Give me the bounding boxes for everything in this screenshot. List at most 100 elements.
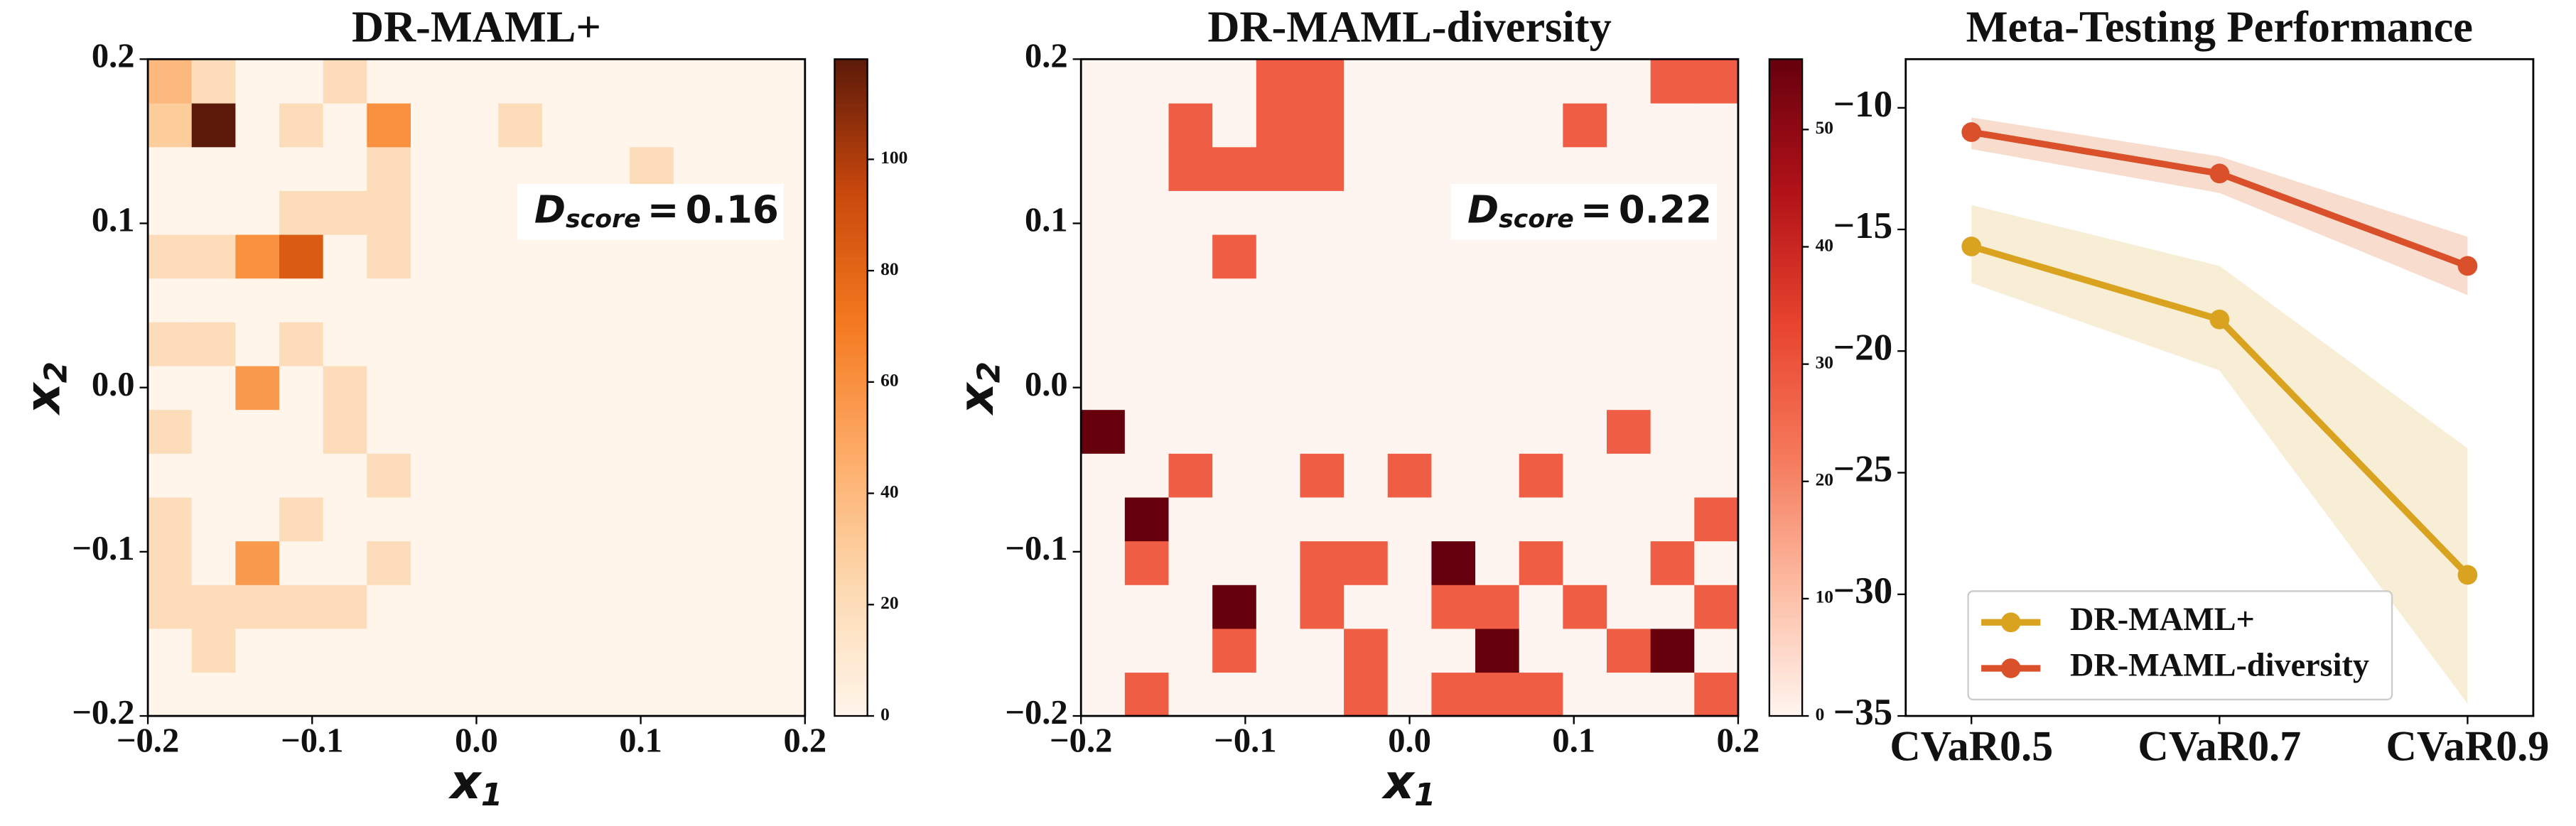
heatmap-cell	[323, 628, 368, 673]
colorbar-segment	[834, 546, 868, 553]
colorbar-segment	[834, 513, 868, 520]
colorbar-segment	[1769, 136, 1803, 142]
colorbar-segment	[834, 453, 868, 460]
legend-marker	[2000, 612, 2021, 633]
heatmap-cell	[1168, 234, 1213, 279]
heatmap-cell	[1563, 365, 1607, 411]
heatmap-cell	[1475, 496, 1520, 542]
annotation-symbol: D	[534, 188, 566, 232]
heatmap-cell	[1694, 409, 1739, 454]
colorbar-segment	[834, 661, 868, 668]
colorbar-segment	[834, 431, 868, 438]
heatmap-cell	[673, 628, 718, 673]
heatmap-cell	[673, 59, 718, 104]
heatmap-cell	[410, 322, 456, 366]
heatmap-cell	[279, 190, 324, 235]
heatmap-cell	[1563, 146, 1607, 191]
heatmap-cell	[1387, 365, 1433, 411]
colorbar-segment	[1769, 415, 1803, 421]
heatmap-cell	[235, 59, 280, 104]
point	[2457, 565, 2478, 585]
heatmap-cell	[630, 102, 674, 148]
heatmap-cell	[1431, 278, 1476, 322]
heatmap-cell	[323, 59, 368, 104]
heatmap-cell	[148, 540, 193, 585]
chart-title: DR-MAML+	[352, 1, 601, 51]
colorbar-segment	[1769, 387, 1803, 394]
annotation-value: 0.16	[686, 188, 779, 232]
heatmap-cell	[1519, 102, 1564, 148]
y-tick-label: 0.2	[92, 37, 135, 75]
colorbar-segment	[1769, 338, 1803, 344]
y-tick-label: 0.1	[1025, 202, 1068, 239]
colorbar-segment	[834, 371, 868, 378]
heatmap-cell	[1124, 453, 1170, 498]
heatmap-cell	[410, 365, 456, 411]
colorbar-segment	[834, 496, 868, 504]
colorbar-segment	[834, 349, 868, 356]
colorbar-segment	[1769, 294, 1803, 301]
colorbar-segment	[1769, 163, 1803, 170]
heatmap-cell	[1431, 585, 1476, 629]
heatmap-cell	[586, 278, 630, 322]
heatmap-cell	[1344, 59, 1389, 104]
heatmap-cell	[1387, 409, 1433, 454]
heatmap-cell	[191, 234, 237, 279]
colorbar-segment	[834, 491, 868, 498]
heatmap-cell	[1081, 453, 1126, 498]
colorbar-segment	[1769, 403, 1803, 411]
annotation: Dscore = 0.22	[1467, 188, 1712, 234]
heatmap-cell	[1431, 102, 1476, 148]
colorbar-segment	[1769, 567, 1803, 575]
heatmap-cell	[454, 628, 499, 673]
heatmap-cell	[498, 146, 543, 191]
heatmap-cell	[761, 628, 806, 673]
heatmap-cell	[1081, 628, 1126, 673]
colorbar-segment	[834, 474, 868, 482]
heatmap-cell	[498, 540, 543, 585]
colorbar-segment	[834, 579, 868, 586]
colorbar-segment	[1769, 174, 1803, 180]
colorbar-segment	[1769, 502, 1803, 509]
heatmap-cell	[541, 234, 587, 279]
heatmap-cell	[1694, 278, 1739, 322]
heatmap-cell	[1168, 278, 1213, 322]
heatmap-cell	[673, 672, 718, 717]
heatmap-cell	[1694, 59, 1739, 104]
heatmap-cell	[673, 409, 718, 454]
heatmap-cell	[1081, 540, 1126, 585]
colorbar-segment	[1769, 518, 1803, 526]
colorbar-segment	[1769, 623, 1803, 629]
colorbar-segment	[1769, 540, 1803, 548]
heatmap-cell	[454, 672, 499, 717]
colorbar-segment	[1769, 288, 1803, 295]
heatmap-cell	[586, 628, 630, 673]
heatmap-cell	[1563, 672, 1607, 717]
heatmap-cell	[761, 234, 806, 279]
heatmap-cell	[1168, 146, 1213, 191]
heatmap-cell	[1431, 453, 1476, 498]
heatmap-cell	[717, 102, 762, 148]
heatmap-cell	[1475, 672, 1520, 717]
heatmap-cell	[1124, 540, 1170, 585]
heatmap-cell	[673, 322, 718, 366]
heatmap-cell	[1256, 453, 1301, 498]
colorbar-segment	[834, 360, 868, 366]
colorbar-segment	[1769, 409, 1803, 416]
heatmap-cell	[1563, 409, 1607, 454]
heatmap-cell	[1607, 234, 1651, 279]
heatmap-cell	[1124, 278, 1170, 322]
annotation-value: 0.22	[1619, 188, 1712, 232]
colorbar-tick-label: 0	[1816, 704, 1825, 724]
heatmap-cell	[586, 496, 630, 542]
heatmap-cell	[148, 409, 193, 454]
heatmap-cell	[454, 496, 499, 542]
colorbar-segment	[1769, 141, 1803, 148]
colorbar-tick-label: 100	[880, 147, 907, 168]
label-symbol: x	[948, 381, 1003, 415]
heatmap-cell	[673, 453, 718, 498]
colorbar-segment	[1769, 102, 1803, 109]
colorbar-segment	[834, 540, 868, 548]
heatmap-cell	[1300, 190, 1344, 235]
